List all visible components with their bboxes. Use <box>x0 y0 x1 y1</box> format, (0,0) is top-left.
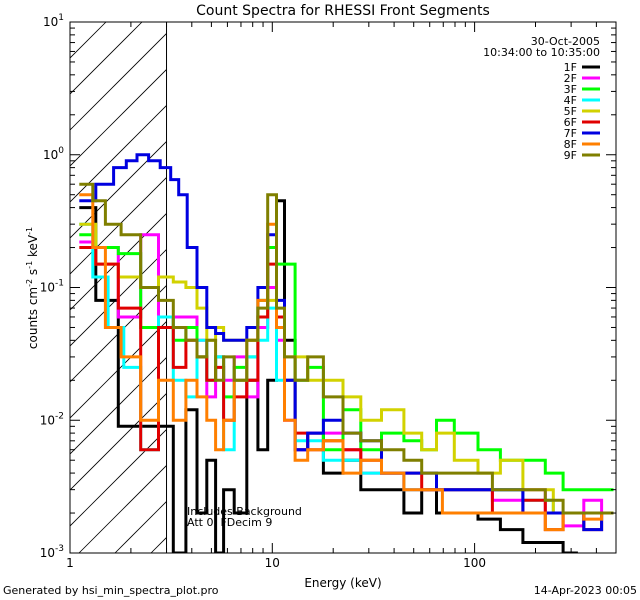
y-label-sup2: -1 <box>25 261 34 269</box>
hatch-line <box>70 32 167 131</box>
y-label-mid: s <box>26 269 40 279</box>
y-label-sup1: -2 <box>25 279 34 287</box>
series-9F <box>79 182 614 515</box>
hatch-line <box>70 68 167 167</box>
hatch-line <box>70 104 167 203</box>
legend-label-7F: 7F <box>564 127 577 140</box>
y-tick-label: 10-3 <box>40 544 64 560</box>
axis-ticks: 1 10 100 101 100 10-1 10-2 10-3 <box>40 13 617 570</box>
hatch-lines <box>70 22 640 553</box>
y-tick-label: 100 <box>43 146 64 162</box>
y-tick-label: 10-1 <box>40 279 64 295</box>
y-axis-label: counts cm-2 s-1 keV-1 <box>25 227 40 349</box>
hatch-line <box>70 428 167 527</box>
y-tick-label: 101 <box>43 13 64 29</box>
hatch-line <box>70 212 167 311</box>
hatch-line <box>619 22 640 553</box>
annotation-background: Includes Background <box>187 505 302 518</box>
x-axis-label: Energy (keV) <box>304 576 381 590</box>
y-label-tail: keV <box>26 234 40 261</box>
legend-label-6F: 6F <box>564 116 577 129</box>
x-tick-label: 100 <box>463 556 486 570</box>
x-tick-label: 10 <box>265 556 280 570</box>
hatch-line <box>70 284 167 383</box>
hatch-line <box>70 248 167 347</box>
info-time-range: 10:34:00 to 10:35:00 <box>483 46 600 59</box>
chart-title: Count Spectra for RHESSI Front Segments <box>196 3 490 19</box>
legend-label-9F: 9F <box>564 149 577 162</box>
y-label-sup3: -1 <box>25 227 34 235</box>
hatch-line <box>70 392 167 491</box>
legend-label-5F: 5F <box>564 105 577 118</box>
legend-label-1F: 1F <box>564 61 577 74</box>
annotation-attenuator: Att 0, FDecim 9 <box>187 516 272 529</box>
footer-generated-by: Generated by hsi_min_spectra_plot.pro <box>3 584 219 597</box>
spectra-series <box>79 153 614 553</box>
y-label-base: counts cm <box>26 287 40 349</box>
legend-label-8F: 8F <box>564 138 577 151</box>
legend-label-2F: 2F <box>564 72 577 85</box>
footer-timestamp: 14-Apr-2023 00:05 <box>534 584 637 597</box>
legend-label-4F: 4F <box>564 94 577 107</box>
excluded-energy-region <box>70 22 640 553</box>
y-tick-label: 10-2 <box>40 411 64 427</box>
series-3F <box>79 233 614 492</box>
x-tick-label: 1 <box>66 556 74 570</box>
legend-label-3F: 3F <box>564 83 577 96</box>
info-date: 30-Oct-2005 <box>531 35 600 48</box>
